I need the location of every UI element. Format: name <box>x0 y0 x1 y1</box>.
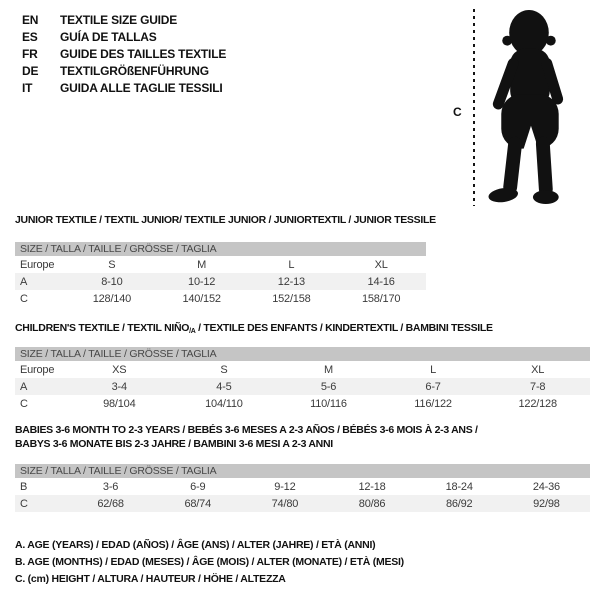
row-label: A <box>20 380 28 393</box>
language-label: GUIDE DES TAILLES TEXTILE <box>60 47 227 61</box>
title-line: BABIES 3-6 MONTH TO 2-3 YEARS / BEBÉS 3-… <box>15 424 478 436</box>
table-row: A 3-4 4-5 5-6 6-7 7-8 <box>15 378 590 395</box>
language-row-es: ES GUÍA DE TALLAS <box>22 29 226 46</box>
table-row: A 8-10 10-12 12-13 14-16 <box>15 273 426 290</box>
value-cell: 62/68 <box>97 497 124 510</box>
footnotes-block: A. AGE (YEARS) / EDAD (AÑOS) / ÂGE (ANS)… <box>15 537 404 588</box>
value-cell: 104/110 <box>205 397 243 410</box>
row-label: C <box>20 397 28 410</box>
footnote-a: A. AGE (YEARS) / EDAD (AÑOS) / ÂGE (ANS)… <box>15 539 376 551</box>
value-cell: 110/116 <box>310 397 347 410</box>
language-code: IT <box>22 81 33 95</box>
value-cell: 3-4 <box>111 380 128 393</box>
baby-silhouette-icon <box>488 9 564 205</box>
size-cell: M <box>197 258 207 271</box>
value-cell: 5-6 <box>320 380 337 393</box>
size-cell: L <box>430 363 437 376</box>
children-size-table: SIZE / TALLA / TAILLE / GRÖSSE / TAGLIA … <box>15 347 590 412</box>
language-code: ES <box>22 30 38 44</box>
value-cell: 152/158 <box>272 292 311 305</box>
language-code: EN <box>22 13 39 27</box>
value-cell: 158/170 <box>361 292 401 305</box>
height-measure-line <box>473 9 475 206</box>
size-header-band: SIZE / TALLA / TAILLE / GRÖSSE / TAGLIA <box>15 242 426 256</box>
value-cell: 4-5 <box>216 380 232 393</box>
table-row: Europe S M L XL <box>15 256 426 273</box>
size-cell: XL <box>531 363 545 376</box>
value-cell: 74/80 <box>271 497 299 510</box>
value-cell: 116/122 <box>414 397 452 410</box>
value-cell: 24-36 <box>532 480 560 493</box>
row-label: C <box>20 497 28 510</box>
babies-table-title: BABIES 3-6 MONTH TO 2-3 YEARS / BEBÉS 3-… <box>15 423 478 451</box>
value-cell: 12-13 <box>277 275 305 288</box>
children-table-title: CHILDREN'S TEXTILE / TEXTIL NIÑO/A / TEX… <box>15 321 493 339</box>
title-text: CHILDREN'S TEXTILE / TEXTIL NIÑO <box>15 322 190 334</box>
table-row: C 62/68 68/74 74/80 80/86 86/92 92/98 <box>15 495 590 512</box>
table-row: Europe XS S M L XL <box>15 361 590 378</box>
row-label: Europe <box>20 258 55 271</box>
value-cell: 14-16 <box>367 275 395 288</box>
language-label: TEXTILGRÖßENFÜHRUNG <box>60 64 209 78</box>
title-line: BABYS 3-6 MONATE BIS 2-3 JAHRE / BAMBINI… <box>15 438 333 450</box>
title-text: / TEXTILE DES ENFANTS / KINDERTEXTIL / B… <box>195 322 493 334</box>
size-header-band: SIZE / TALLA / TAILLE / GRÖSSE / TAGLIA <box>15 347 590 361</box>
value-cell: 122/128 <box>518 397 558 410</box>
size-header-band: SIZE / TALLA / TAILLE / GRÖSSE / TAGLIA <box>15 464 590 478</box>
language-row-it: IT GUIDA ALLE TAGLIE TESSILI <box>22 80 226 97</box>
language-code: FR <box>22 47 38 61</box>
table-row: C 98/104 104/110 110/116 116/122 122/128 <box>15 395 590 412</box>
row-label: C <box>20 292 28 305</box>
junior-size-table: SIZE / TALLA / TAILLE / GRÖSSE / TAGLIA … <box>15 242 426 307</box>
size-cell: S <box>108 258 116 271</box>
value-cell: 12-18 <box>358 480 386 493</box>
row-label: A <box>20 275 28 288</box>
value-cell: 128/140 <box>92 292 132 305</box>
language-row-de: DE TEXTILGRÖßENFÜHRUNG <box>22 63 226 80</box>
size-cell: S <box>220 363 228 376</box>
language-label: TEXTILE SIZE GUIDE <box>60 13 178 27</box>
footnote-b: B. AGE (MONTHS) / EDAD (MESES) / ÂGE (MO… <box>15 556 404 568</box>
value-cell: 98/104 <box>103 397 136 410</box>
language-label: GUIDA ALLE TAGLIE TESSILI <box>60 81 223 95</box>
value-cell: 140/152 <box>182 292 221 305</box>
value-cell: 8-10 <box>101 275 123 288</box>
value-cell: 92/98 <box>533 497 560 510</box>
value-cell: 68/74 <box>184 497 211 510</box>
title-subscript: /A <box>189 328 196 335</box>
value-cell: 10-12 <box>188 275 216 288</box>
value-cell: 86/92 <box>445 497 473 510</box>
row-label: B <box>20 480 28 493</box>
value-cell: 18-24 <box>445 480 473 493</box>
value-cell: 6-7 <box>425 380 441 393</box>
table-row: C 128/140 140/152 152/158 158/170 <box>15 290 426 307</box>
value-cell: 7-8 <box>530 380 546 393</box>
language-row-en: EN TEXTILE SIZE GUIDE <box>22 12 226 29</box>
junior-table-title: JUNIOR TEXTILE / TEXTIL JUNIOR/ TEXTILE … <box>15 214 436 226</box>
value-cell: 9-12 <box>274 480 296 493</box>
value-cell: 3-6 <box>102 480 119 493</box>
legs-gap-shape <box>523 125 539 151</box>
size-cell: M <box>324 363 333 376</box>
table-row: B 3-6 6-9 9-12 12-18 18-24 24-36 <box>15 478 590 495</box>
size-cell: XS <box>112 363 127 376</box>
babies-size-table: SIZE / TALLA / TAILLE / GRÖSSE / TAGLIA … <box>15 464 590 512</box>
language-code: DE <box>22 64 39 78</box>
language-row-fr: FR GUIDE DES TAILLES TEXTILE <box>22 46 226 63</box>
value-cell: 80/86 <box>358 497 386 510</box>
row-label: Europe <box>20 363 55 376</box>
language-title-block: EN TEXTILE SIZE GUIDE ES GUÍA DE TALLAS … <box>22 12 226 97</box>
height-measure-label: C <box>453 105 462 119</box>
size-cell: XL <box>374 258 388 271</box>
value-cell: 6-9 <box>190 480 206 493</box>
size-cell: L <box>288 258 295 271</box>
language-label: GUÍA DE TALLAS <box>60 30 157 44</box>
footnote-c: C. (cm) HEIGHT / ALTURA / HAUTEUR / HÖHE… <box>15 573 286 585</box>
